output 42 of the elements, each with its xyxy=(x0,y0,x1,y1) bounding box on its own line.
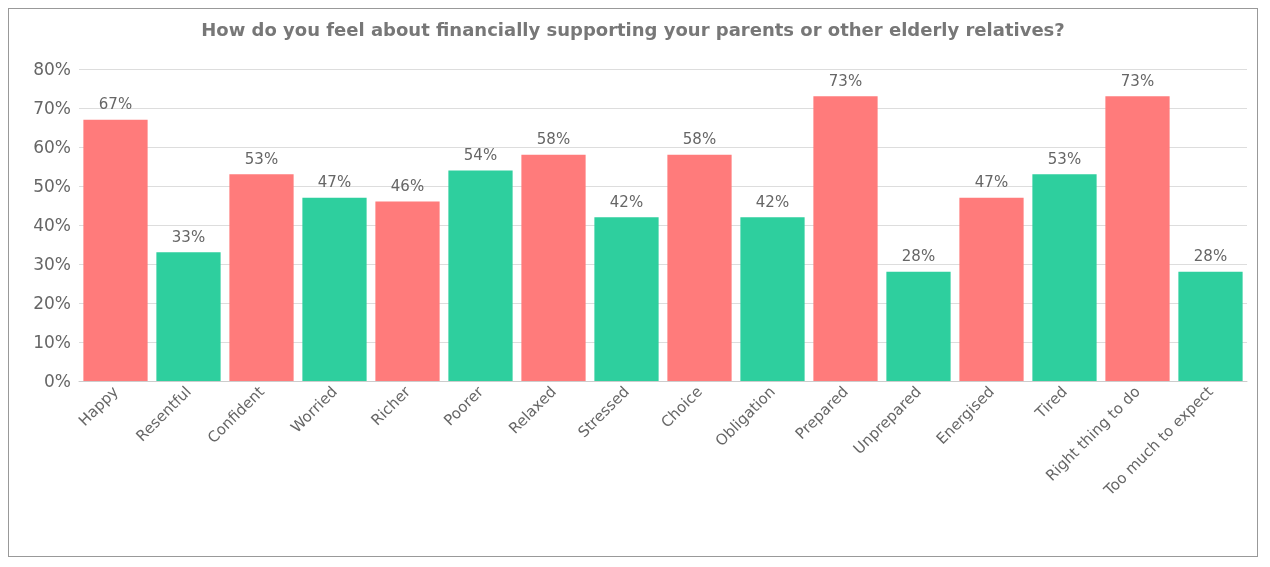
y-tick-label: 40% xyxy=(33,215,71,235)
y-tick-label: 50% xyxy=(33,176,71,196)
data-label: 28% xyxy=(901,247,936,266)
bar xyxy=(1105,96,1170,381)
bar xyxy=(813,96,878,381)
data-label: 33% xyxy=(171,227,206,246)
bar xyxy=(594,217,659,381)
data-label: 53% xyxy=(244,149,279,168)
data-label: 67% xyxy=(98,95,133,114)
y-tick-label: 80% xyxy=(33,59,71,79)
data-label: 73% xyxy=(1120,71,1155,90)
bar xyxy=(886,271,951,381)
bar xyxy=(448,170,513,381)
data-label: 53% xyxy=(1047,149,1082,168)
bar xyxy=(83,119,148,381)
data-label: 42% xyxy=(609,192,644,211)
y-tick-label: 60% xyxy=(33,137,71,157)
data-label: 46% xyxy=(390,177,425,196)
y-tick-label: 0% xyxy=(44,371,71,391)
bar xyxy=(521,154,586,381)
bar xyxy=(229,174,294,381)
bar xyxy=(156,252,221,381)
bar xyxy=(1032,174,1097,381)
bar xyxy=(1178,271,1243,381)
data-label: 54% xyxy=(463,145,498,164)
data-label: 73% xyxy=(828,71,863,90)
y-tick-label: 70% xyxy=(33,98,71,118)
bar xyxy=(667,154,732,381)
data-label: 47% xyxy=(317,173,352,192)
data-label: 47% xyxy=(974,173,1009,192)
chart-title: How do you feel about financially supporting your parents or other elderly relatives? xyxy=(201,18,1065,40)
data-label: 58% xyxy=(536,130,571,149)
y-tick-label: 10% xyxy=(33,332,71,352)
data-label: 28% xyxy=(1193,247,1228,266)
bar xyxy=(375,201,440,381)
bar xyxy=(959,197,1024,381)
y-tick-label: 30% xyxy=(33,254,71,274)
y-tick-label: 20% xyxy=(33,293,71,313)
data-label: 42% xyxy=(755,192,790,211)
bar xyxy=(302,197,367,381)
data-label: 58% xyxy=(682,130,717,149)
bar xyxy=(740,217,805,381)
